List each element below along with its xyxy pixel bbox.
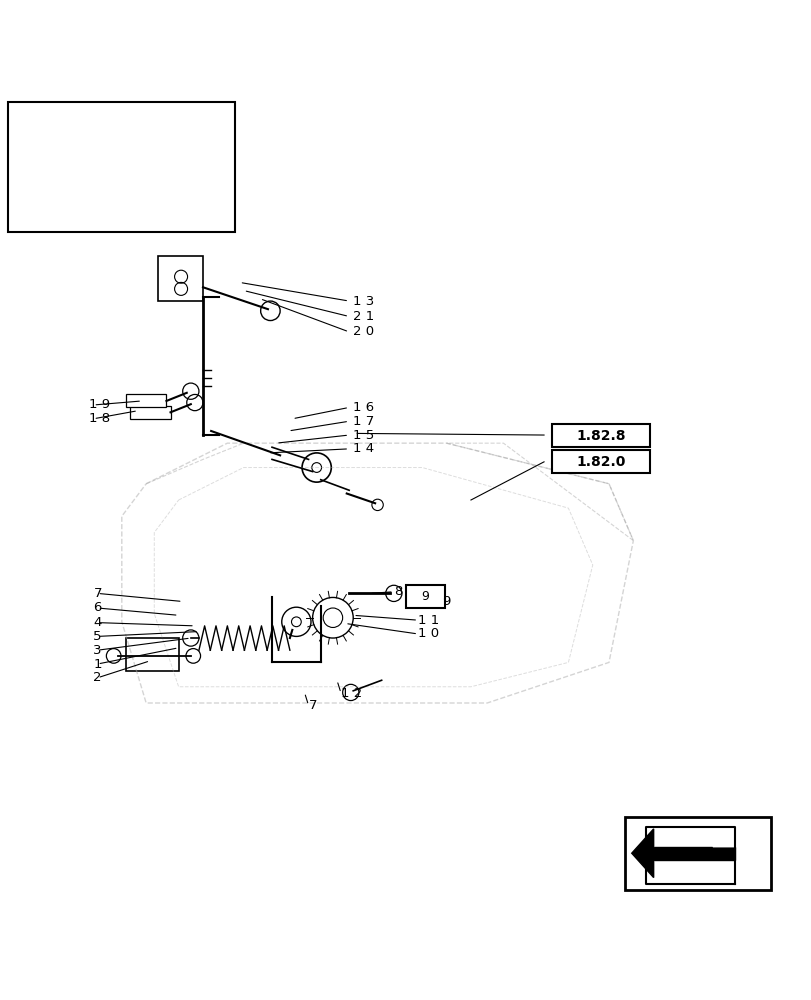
Text: 1 9: 1 9 — [89, 398, 110, 411]
Text: 2: 2 — [93, 671, 101, 684]
Text: 5: 5 — [93, 630, 101, 643]
Text: 1 7: 1 7 — [353, 415, 374, 428]
Polygon shape — [653, 847, 734, 860]
Text: 6: 6 — [93, 601, 101, 614]
Text: 4: 4 — [93, 616, 101, 629]
Bar — [126, 638, 178, 671]
Text: 3: 3 — [93, 644, 101, 657]
Text: 1 3: 1 3 — [353, 295, 374, 308]
Bar — [8, 102, 235, 232]
Text: 1 6: 1 6 — [353, 401, 374, 414]
Text: 9: 9 — [442, 595, 450, 608]
Bar — [158, 256, 203, 301]
Text: 1: 1 — [93, 658, 101, 671]
Text: 1.82.0: 1.82.0 — [576, 455, 624, 469]
Text: 7: 7 — [93, 587, 101, 600]
Polygon shape — [631, 829, 653, 878]
Text: 2 0: 2 0 — [353, 325, 374, 338]
Bar — [130, 406, 170, 419]
Text: 1 4: 1 4 — [353, 442, 374, 455]
Bar — [126, 394, 166, 407]
Text: 7: 7 — [308, 699, 316, 712]
Text: 1 1: 1 1 — [418, 614, 439, 627]
Text: 1 0: 1 0 — [418, 627, 439, 640]
Polygon shape — [712, 827, 734, 847]
Text: 1 2: 1 2 — [341, 687, 362, 700]
Text: 1.82.8: 1.82.8 — [576, 429, 624, 443]
Text: 1 8: 1 8 — [89, 412, 110, 425]
Bar — [551, 450, 649, 473]
Bar — [551, 424, 649, 447]
Text: 1 5: 1 5 — [353, 429, 374, 442]
Bar — [406, 585, 444, 608]
Bar — [624, 817, 770, 890]
Text: 2 1: 2 1 — [353, 310, 374, 323]
Text: 9: 9 — [421, 590, 429, 603]
Text: 8: 8 — [393, 585, 401, 598]
